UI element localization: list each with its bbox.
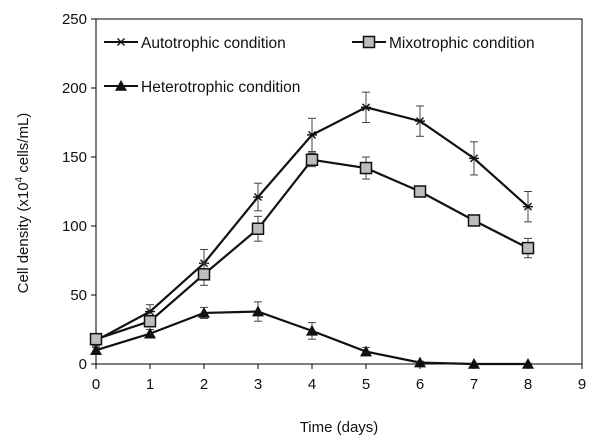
y-axis-title-superscript: 4 [14, 176, 25, 182]
point-triangle-3 [252, 305, 264, 317]
y-tick-label-100: 100 [62, 218, 87, 235]
x-tick-label-5: 5 [362, 376, 370, 393]
x-axis-title: Time (days) [300, 419, 379, 436]
x-tick-label-6: 6 [416, 376, 424, 393]
point-square-1 [143, 314, 157, 328]
y-axis-title: Cell density (x104 cells/mL) [14, 113, 32, 294]
point-square-3 [251, 222, 265, 236]
point-square-2 [197, 268, 211, 281]
x-tick-label-7: 7 [470, 376, 478, 393]
series-square [89, 152, 535, 346]
point-square-8 [521, 241, 535, 255]
point-triangle-7 [468, 358, 480, 369]
point-square-0 [89, 332, 103, 346]
x-tick-label-8: 8 [524, 376, 532, 393]
point-star-4 [307, 130, 317, 139]
point-triangle-6 [414, 356, 426, 368]
y-tick-label-0: 0 [79, 356, 87, 373]
point-star-6 [415, 117, 425, 126]
legend-item-star: Autotrophic condition [104, 35, 286, 52]
legend: Autotrophic condition Mixotrophic conditi… [104, 35, 535, 96]
y-tick-label-50: 50 [70, 287, 87, 304]
point-triangle-0 [90, 344, 102, 355]
series-triangle [90, 301, 534, 369]
legend-label-square: Mixotrophic condition [389, 35, 535, 52]
point-triangle-5 [360, 345, 372, 357]
series-layer [89, 91, 535, 369]
x-tick-label-9: 9 [578, 376, 586, 393]
y-axis-title-part-1: Cell density (x10 [15, 182, 32, 293]
x-tick-label-2: 2 [200, 376, 208, 393]
point-square-5 [359, 161, 373, 175]
series-line-square [95, 158, 529, 341]
legend-label-star: Autotrophic condition [141, 35, 286, 52]
point-triangle-8 [522, 358, 534, 369]
point-star-3 [253, 193, 263, 202]
legend-marker-star [116, 38, 126, 46]
point-star-8 [523, 202, 533, 211]
legend-label-triangle: Heterotrophic condition [141, 79, 300, 96]
point-star-1 [145, 307, 155, 316]
plot-frame [95, 18, 583, 365]
point-square-6 [413, 185, 427, 198]
series-star [91, 91, 533, 347]
point-star-5 [361, 103, 371, 112]
x-tick-label-0: 0 [92, 376, 100, 393]
y-tick-label-200: 200 [62, 80, 87, 97]
x-tick-label-1: 1 [146, 376, 154, 393]
y-axis-title-part-2: cells/mL) [15, 113, 32, 177]
x-tick-label-4: 4 [308, 376, 316, 393]
point-triangle-1 [144, 327, 156, 339]
x-tick-label-3: 3 [254, 376, 262, 393]
legend-item-square: Mixotrophic condition [352, 35, 535, 52]
point-square-4 [305, 153, 319, 167]
point-triangle-2 [198, 306, 210, 318]
point-triangle-4 [306, 324, 318, 336]
legend-marker-square [362, 35, 376, 49]
legend-item-triangle: Heterotrophic condition [104, 79, 300, 96]
point-square-7 [467, 214, 481, 227]
y-tick-label-150: 150 [62, 149, 87, 166]
point-star-7 [469, 154, 479, 163]
plot-border [95, 18, 583, 365]
y-tick-label-250: 250 [62, 11, 87, 28]
legend-marker-triangle [115, 80, 127, 91]
